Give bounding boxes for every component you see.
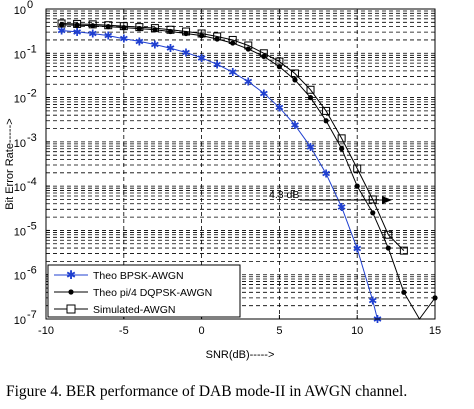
data-point [401, 289, 407, 295]
series-layer: ✱ ✱ ✱ ✱ ✱ ✱ ✱ ✱ ✱ ✱ ✱ ✱ ✱ ✱ ✱ ✱ ✱ ✱ ✱ ✱ ✱ ✱ [57, 19, 438, 326]
x-tick-label: 5 [276, 325, 282, 337]
x-tick-label: 15 [429, 325, 441, 337]
data-point [213, 32, 222, 41]
data-point: ✱ [228, 66, 237, 79]
y-tick-exponent: 0 [27, 0, 33, 11]
annotation-arrowhead [382, 196, 392, 204]
data-point [166, 25, 175, 34]
data-point: ✱ [73, 26, 82, 39]
data-point [135, 23, 144, 32]
y-tick-exponent: -2 [27, 88, 37, 100]
legend-label-bpsk: Theo BPSK-AWGN [93, 270, 184, 282]
data-point: ✱ [290, 119, 299, 132]
legend-box [47, 264, 241, 318]
data-point [104, 21, 113, 30]
data-point: ✱ [337, 201, 346, 214]
y-axis-label: Bit Error Rate-----> [4, 118, 16, 209]
data-point: ✱ [119, 33, 128, 46]
y-tick-label: 10 [14, 315, 26, 327]
legend-marker-simulated [66, 304, 76, 314]
data-point [323, 118, 329, 124]
x-axis-label: SNR(dB)-----> [206, 349, 275, 361]
data-point [150, 24, 159, 33]
data-point [306, 85, 315, 94]
data-point [399, 246, 408, 255]
y-tick-label: 10 [14, 271, 26, 283]
data-point: ✱ [244, 76, 253, 89]
data-point [73, 19, 82, 28]
series-2 [57, 19, 408, 255]
data-point [353, 164, 362, 173]
legend: ✱ Theo BPSK-AWGN Theo pi/4 DQPSK-AWGN Si… [47, 264, 241, 318]
y-tick-label: 10 [14, 5, 26, 17]
x-tick-label: -5 [119, 325, 129, 337]
x-tick-label: 0 [199, 325, 205, 337]
data-point [339, 146, 345, 152]
y-tick-label: 10 [14, 226, 26, 238]
data-point: ✱ [57, 24, 66, 37]
y-tick-exponent: -7 [27, 309, 37, 321]
data-point: ✱ [275, 102, 284, 115]
data-point [292, 77, 298, 83]
legend-label-dqpsk: Theo pi/4 DQPSK-AWGN [93, 287, 212, 299]
y-tick-label: 10 [14, 182, 26, 194]
y-tick-exponent: -6 [27, 265, 37, 277]
data-point: ✱ [88, 28, 97, 41]
data-point [244, 41, 253, 50]
data-point [182, 27, 191, 36]
data-point [88, 20, 97, 29]
x-tick-label: -10 [38, 325, 54, 337]
y-tick-label: 10 [14, 138, 26, 150]
data-point: ✱ [166, 42, 175, 55]
grid-lines [46, 9, 435, 319]
annotation-label: 4.3 dB [269, 189, 299, 201]
data-point: ✱ [306, 141, 315, 154]
data-point [322, 106, 331, 115]
series-line [61, 23, 405, 251]
data-point: ✱ [213, 58, 222, 71]
data-point: ✱ [135, 35, 144, 48]
data-point: ✱ [368, 295, 377, 308]
data-point [307, 94, 314, 101]
legend-label-simulated: Simulated-AWGN [93, 304, 175, 316]
legend-marker-dqpsk [68, 289, 74, 295]
data-point [384, 230, 393, 239]
data-point: ✱ [259, 87, 268, 100]
y-tick-label: 10 [14, 49, 26, 61]
data-point: ✱ [353, 243, 362, 256]
legend-marker-bpsk: ✱ [66, 268, 76, 282]
data-point [368, 195, 377, 204]
x-tick-label: 10 [351, 325, 363, 337]
data-point [228, 35, 237, 44]
data-point [337, 134, 346, 143]
plot-frame [45, 8, 436, 320]
data-point [119, 22, 128, 31]
data-point: ✱ [197, 52, 206, 65]
data-point [197, 29, 206, 38]
data-point: ✱ [150, 38, 159, 51]
y-tick-label: 10 [14, 94, 26, 106]
data-point [290, 69, 299, 78]
data-point [259, 49, 268, 58]
data-point [57, 19, 66, 28]
y-tick-exponent: -3 [27, 132, 37, 144]
figure-caption: Figure 4. BER performance of DAB mode-II… [6, 383, 408, 400]
data-point: ✱ [181, 47, 190, 60]
data-point [385, 245, 391, 251]
series-line [61, 30, 378, 320]
data-point: ✱ [321, 168, 330, 181]
data-point [370, 210, 376, 216]
y-tick-exponent: -4 [27, 176, 37, 188]
data-point [275, 57, 284, 66]
data-point: ✱ [104, 30, 113, 43]
y-tick-exponent: -5 [27, 220, 37, 232]
annotation-layer: 4.3 dB [269, 189, 392, 204]
y-tick-exponent: -1 [27, 43, 37, 55]
data-point [354, 183, 360, 189]
